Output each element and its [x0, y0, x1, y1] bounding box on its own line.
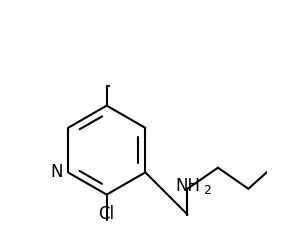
Text: Cl: Cl — [99, 205, 115, 223]
Text: 2: 2 — [203, 184, 211, 197]
Text: NH: NH — [175, 177, 200, 195]
Text: N: N — [51, 163, 63, 181]
